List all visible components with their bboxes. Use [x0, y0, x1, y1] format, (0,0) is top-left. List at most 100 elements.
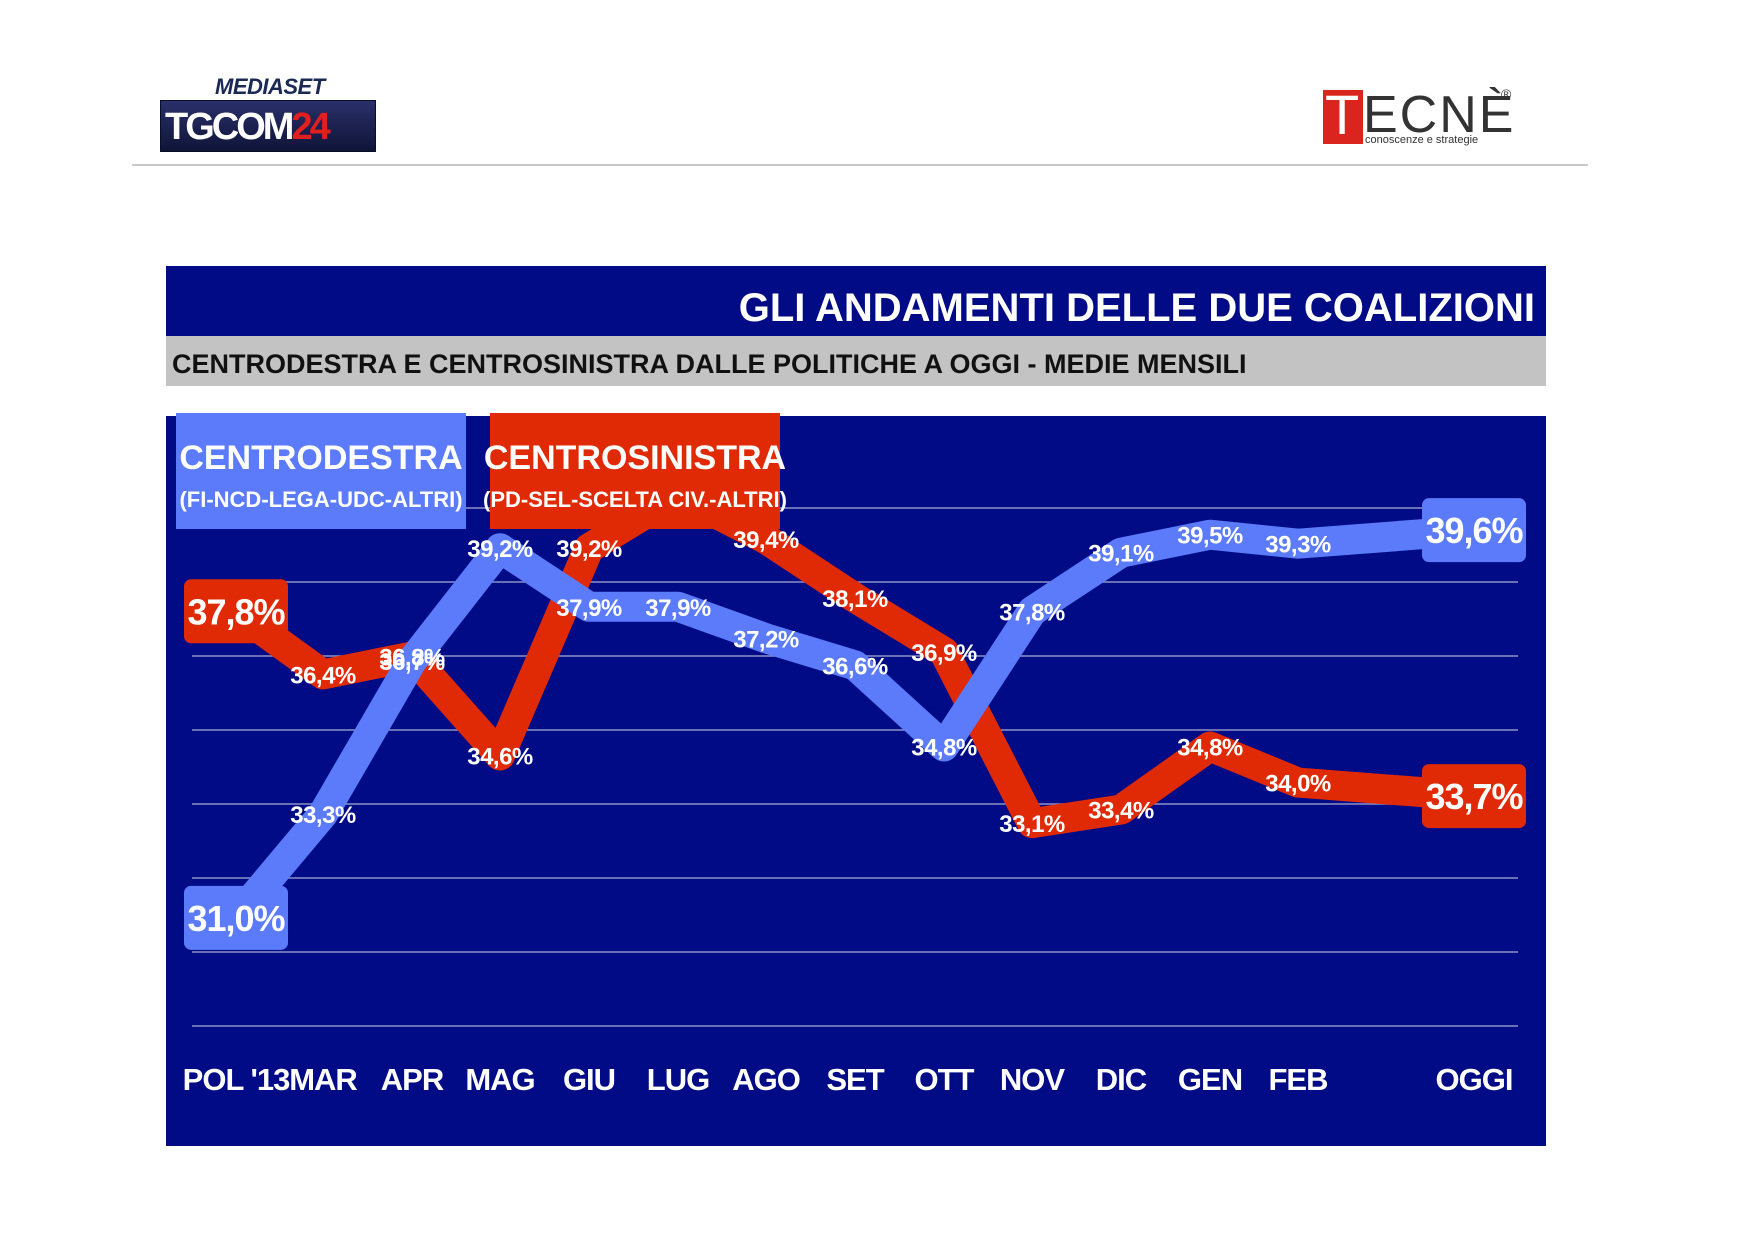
legend-detail-centrosinistra: (PD-SEL-SCELTA CIV.-ALTRI) [483, 487, 787, 512]
data-label-centrosinistra-12: 34,0% [1265, 771, 1331, 798]
data-point-centrosinistra-9: 33,1% [999, 811, 1065, 838]
data-label-centrosinistra-0: 37,8% [187, 591, 285, 632]
title-bar [166, 266, 1546, 336]
data-point-centrosinistra-8: 36,9% [911, 640, 977, 667]
tgcom24-wordmark: TGCOM24 [160, 100, 376, 152]
data-point-centrosinistra-10: 33,4% [1088, 798, 1154, 825]
tecne-t-letter: T [1325, 83, 1360, 146]
legend-detail-centrodestra: (FI-NCD-LEGA-UDC-ALTRI) [179, 487, 462, 512]
data-point-centrosinistra-7: 38,1% [822, 586, 888, 613]
data-point-box-centrosinistra-0 [184, 579, 288, 644]
data-label-centrosinistra-3: 34,6% [467, 744, 533, 771]
data-label-centrosinistra-1: 36,4% [290, 662, 356, 689]
data-label-centrosinistra-9: 33,1% [999, 811, 1065, 838]
data-point-centrodestra-13: 39,6% [1422, 498, 1526, 563]
data-point-centrodestra-4: 37,9% [556, 595, 622, 622]
data-label-centrosinistra-13: 33,7% [1425, 776, 1523, 817]
mediaset-wordmark: MEDIASET [215, 74, 325, 99]
x-tick-label-7: SET [826, 1062, 884, 1097]
data-point-box-centrodestra-0 [184, 885, 288, 950]
data-point-centrodestra-0: 31,0% [184, 885, 288, 950]
data-point-centrodestra-8: 34,8% [911, 735, 977, 762]
data-label-centrodestra-12: 39,3% [1265, 532, 1331, 559]
subtitle-bar [166, 336, 1546, 386]
data-label-centrodestra-4: 37,9% [556, 595, 622, 622]
x-tick-label-9: NOV [1000, 1062, 1066, 1097]
legend-swatch-centrodestra [176, 413, 466, 529]
data-point-centrosinistra-4: 39,2% [556, 536, 622, 563]
data-point-centrosinistra-12: 34,0% [1265, 771, 1331, 798]
x-tick-label-0: POL '13 [183, 1062, 290, 1097]
x-tick-label-2: APR [381, 1062, 444, 1097]
data-point-centrodestra-6: 37,2% [733, 626, 799, 653]
data-point-centrodestra-1: 33,3% [290, 802, 356, 829]
data-label-centrodestra-3: 39,2% [467, 536, 533, 563]
registered-mark: ® [1501, 86, 1512, 102]
legend: CENTRODESTRA (FI-NCD-LEGA-UDC-ALTRI) CEN… [176, 413, 787, 529]
tecne-tagline: conoscenze e strategie [1365, 134, 1479, 146]
legend-label-centrosinistra: CENTROSINISTRA [484, 439, 786, 477]
x-tick-label-12: FEB [1269, 1062, 1328, 1097]
data-label-centrodestra-7: 36,6% [822, 653, 888, 680]
data-point-centrodestra-10: 39,1% [1088, 541, 1154, 568]
data-point-centrosinistra-3: 34,6% [467, 744, 533, 771]
data-point-box-centrosinistra-13 [1422, 764, 1526, 829]
x-tick-label-11: GEN [1178, 1062, 1242, 1097]
data-point-centrosinistra-0: 37,8% [184, 579, 288, 644]
tgcom-text: TGCOM [165, 106, 294, 148]
data-label-centrodestra-1: 33,3% [290, 802, 356, 829]
chart-subtitle: CENTRODESTRA E CENTROSINISTRA DALLE POLI… [172, 349, 1247, 379]
data-point-centrodestra-9: 37,8% [999, 599, 1065, 626]
legend-swatch-centrosinistra [490, 413, 780, 529]
data-label-centrosinistra-2: 36,8% [379, 644, 445, 671]
data-label-centrosinistra-8: 36,9% [911, 640, 977, 667]
data-label-centrosinistra-7: 38,1% [822, 586, 888, 613]
data-point-centrodestra-5: 37,9% [645, 595, 711, 622]
data-labels: 31,0% 33,3% 36,7% 39,2% 37,9% 37,9% 37,2% 36,6%… [184, 482, 1526, 950]
data-label-centrodestra-2: 36,7% [379, 649, 445, 676]
data-label-centrodestra-5: 37,9% [645, 595, 711, 622]
x-tick-label-1: MAR [289, 1062, 357, 1097]
series-lines [221, 479, 1489, 933]
data-label-centrodestra-6: 37,2% [733, 626, 799, 653]
x-tick-label-4: GIU [563, 1062, 615, 1097]
tgcom-24-text: 24 [291, 106, 330, 148]
data-point-centrodestra-3: 39,2% [467, 536, 533, 563]
tecne-wordmark: ECNÈ [1363, 86, 1516, 144]
data-label-centrodestra-9: 37,8% [999, 599, 1065, 626]
tecne-red-box [1323, 90, 1363, 144]
x-tick-label-3: MAG [465, 1062, 534, 1097]
series-line-centrodestra [221, 515, 1489, 933]
data-label-centrodestra-10: 39,1% [1088, 541, 1154, 568]
series-line-centrosinistra [221, 479, 1489, 839]
data-point-centrodestra-7: 36,6% [822, 653, 888, 680]
data-point-centrodestra-12: 39,3% [1265, 532, 1331, 559]
data-point-centrosinistra-6: 39,4% [733, 527, 799, 554]
data-point-centrosinistra-2: 36,8% [379, 644, 445, 671]
chart-title: GLI ANDAMENTI DELLE DUE COALIZIONI [739, 286, 1535, 330]
data-point-centrodestra-11: 39,5% [1177, 523, 1243, 550]
legend-label-centrodestra: CENTRODESTRA [179, 439, 462, 477]
x-tick-label-6: AGO [732, 1062, 800, 1097]
gridlines [192, 507, 1518, 1027]
data-label-centrodestra-0: 31,0% [187, 898, 285, 939]
data-label-centrodestra-11: 39,5% [1177, 523, 1243, 550]
data-point-centrosinistra-13: 33,7% [1422, 764, 1526, 829]
data-label-centrodestra-8: 34,8% [911, 735, 977, 762]
data-point-centrosinistra-11: 34,8% [1177, 735, 1243, 762]
x-tick-label-13: OGGI [1436, 1062, 1513, 1097]
x-tick-label-10: DIC [1096, 1062, 1147, 1097]
data-label-centrosinistra-4: 39,2% [556, 536, 622, 563]
data-label-centrosinistra-11: 34,8% [1177, 735, 1243, 762]
x-axis-labels: POL '13 MAR APR MAG GIU LUG AGO SET OTT NOV DIC GEN… [183, 1062, 1514, 1097]
x-tick-label-8: OTT [915, 1062, 975, 1097]
x-tick-label-5: LUG [647, 1062, 709, 1097]
header-divider [132, 164, 1588, 166]
data-label-centrosinistra-6: 39,4% [733, 527, 799, 554]
data-point-centrodestra-2: 36,7% [379, 649, 445, 676]
data-label-centrosinistra-10: 33,4% [1088, 798, 1154, 825]
data-label-centrodestra-13: 39,6% [1425, 510, 1523, 551]
tecne-logo: T ECNÈ ® conoscenze e strategie [1323, 84, 1513, 148]
tgcom24-logo: MEDIASET TGCOM24 [160, 74, 376, 154]
